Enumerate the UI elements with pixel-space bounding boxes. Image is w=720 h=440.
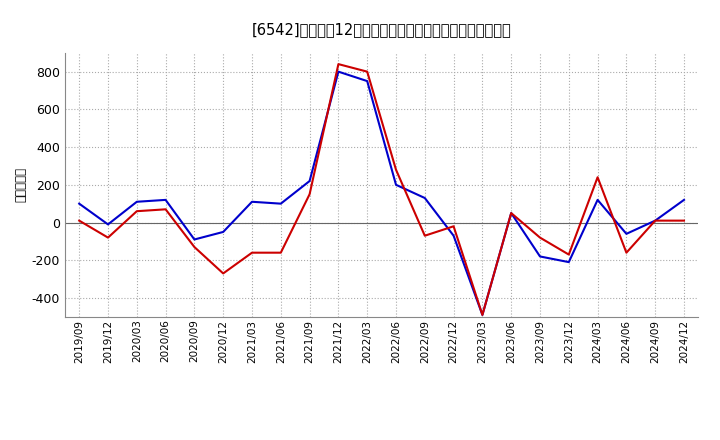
当期純利益 [449, 224, 458, 229]
当期純利益 [132, 209, 141, 214]
当期純利益 [276, 250, 285, 255]
経常利益 [536, 254, 544, 259]
経常利益 [305, 178, 314, 183]
当期純利益 [219, 271, 228, 276]
当期純利益 [680, 218, 688, 223]
経常利益 [104, 222, 112, 227]
当期純利益 [564, 252, 573, 257]
当期純利益 [651, 218, 660, 223]
当期純利益 [392, 167, 400, 172]
当期純利益 [593, 175, 602, 180]
当期純利益 [622, 250, 631, 255]
当期純利益 [75, 218, 84, 223]
経常利益 [75, 201, 84, 206]
当期純利益 [305, 191, 314, 197]
Line: 当期純利益: 当期純利益 [79, 64, 684, 315]
経常利益 [651, 218, 660, 223]
経常利益 [190, 237, 199, 242]
当期純利益 [104, 235, 112, 240]
経常利益 [507, 210, 516, 216]
経常利益 [363, 78, 372, 84]
当期純利益 [161, 207, 170, 212]
当期純利益 [420, 233, 429, 238]
当期純利益 [248, 250, 256, 255]
Text: [6542]　利益だ12か月移動合計の対前年同期増減額の推移: [6542] 利益だ12か月移動合計の対前年同期増減額の推移 [252, 22, 511, 37]
Line: 経常利益: 経常利益 [79, 72, 684, 315]
経常利益 [449, 233, 458, 238]
経常利益 [593, 197, 602, 202]
Y-axis label: （百万円）: （百万円） [14, 167, 27, 202]
経常利益 [622, 231, 631, 236]
当期純利益 [334, 62, 343, 67]
経常利益 [248, 199, 256, 205]
経常利益 [161, 197, 170, 202]
経常利益 [219, 229, 228, 235]
経常利益 [564, 260, 573, 265]
経常利益 [276, 201, 285, 206]
当期純利益 [190, 244, 199, 249]
経常利益 [478, 312, 487, 318]
経常利益 [334, 69, 343, 74]
当期純利益 [363, 69, 372, 74]
経常利益 [392, 182, 400, 187]
当期純利益 [478, 312, 487, 318]
当期純利益 [536, 235, 544, 240]
経常利益 [680, 197, 688, 202]
経常利益 [132, 199, 141, 205]
当期純利益 [507, 210, 516, 216]
経常利益 [420, 195, 429, 201]
